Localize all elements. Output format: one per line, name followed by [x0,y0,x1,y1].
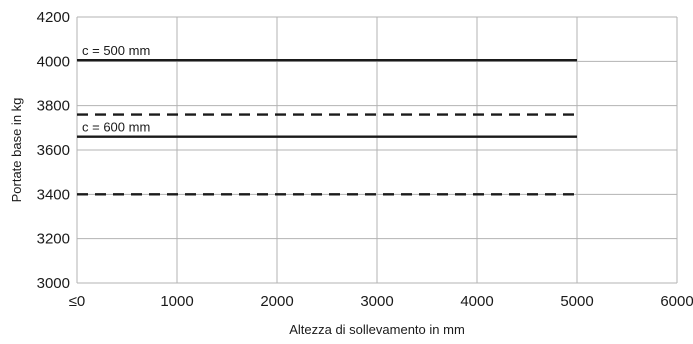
x-tick-label: 1000 [160,293,193,310]
x-tick-label: 6000 [660,293,693,310]
series-lines [77,59,577,196]
x-tick-label: 2000 [260,293,293,310]
annotations: c = 500 mm c = 600 mm [82,43,150,134]
x-tick-label: ≤0 [69,293,86,310]
y-tick-label: 4000 [37,53,70,70]
x-tick-label: 5000 [560,293,593,310]
x-axis-label: Altezza di sollevamento in mm [289,322,465,337]
annotation-label: c = 500 mm [82,43,150,58]
y-axis-label: Portate base in kg [9,98,24,203]
annotation-label: c = 600 mm [82,120,150,135]
y-tick-label: 3400 [37,186,70,203]
y-tick-label: 4200 [37,9,70,26]
y-axis-ticks: 3000 3200 3400 3600 3800 4000 4200 [37,9,70,292]
y-tick-label: 3200 [37,231,70,248]
grid [76,16,678,284]
y-tick-label: 3000 [37,275,70,292]
x-axis-ticks: ≤0 1000 2000 3000 4000 5000 6000 [69,293,693,310]
x-tick-label: 3000 [360,293,393,310]
y-tick-label: 3600 [37,142,70,159]
x-tick-label: 4000 [460,293,493,310]
y-tick-label: 3800 [37,98,70,115]
